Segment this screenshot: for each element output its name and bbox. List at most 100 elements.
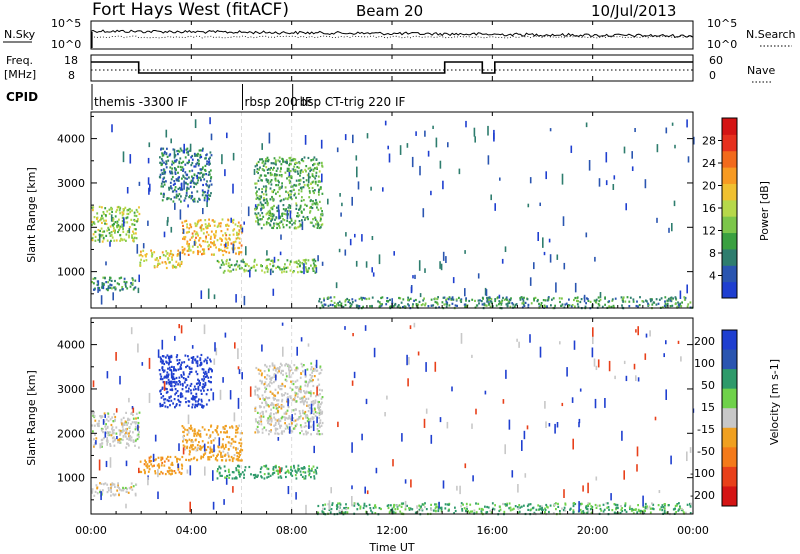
echo-cell — [109, 286, 112, 289]
echo-cell — [304, 422, 307, 425]
echo-cell — [294, 400, 297, 403]
echo-cell-sparse — [465, 120, 467, 128]
echo-cell — [475, 502, 477, 505]
echo-cell — [264, 386, 267, 389]
echo-cell — [263, 271, 266, 274]
echo-cell — [526, 504, 529, 508]
echo-cell — [272, 368, 275, 371]
echo-cell — [127, 491, 130, 494]
echo-cell — [663, 507, 666, 510]
echo-cell-sparse — [352, 134, 354, 144]
cpid-segment-label: themis -3300 IF — [94, 95, 188, 109]
echo-cell — [321, 421, 324, 425]
echo-cell — [195, 236, 197, 239]
echo-cell — [160, 464, 163, 467]
echo-cell — [544, 512, 546, 515]
echo-cell — [270, 403, 273, 406]
echo-cell — [248, 465, 251, 469]
echo-cell — [259, 471, 262, 474]
echo-cell — [193, 185, 195, 189]
colorbar-tick-label: 100 — [694, 357, 715, 370]
echo-cell — [143, 259, 145, 262]
echo-cell — [237, 246, 240, 250]
echo-cell — [239, 444, 242, 448]
echo-cell — [281, 185, 283, 188]
echo-cell — [184, 438, 187, 442]
echo-cell — [311, 174, 314, 177]
echo-cell — [173, 381, 176, 384]
echo-cell — [291, 399, 294, 402]
echo-cell — [168, 154, 171, 157]
echo-cell — [313, 202, 316, 205]
echo-cell — [271, 208, 274, 211]
echo-cell — [167, 363, 170, 366]
echo-cell-sparse — [316, 386, 318, 396]
echo-cell-sparse — [291, 414, 293, 422]
echo-cell — [178, 198, 181, 201]
echo-cell — [208, 224, 210, 227]
echo-cell — [385, 303, 388, 306]
echo-cell — [330, 299, 333, 303]
echo-cell — [298, 189, 300, 192]
echo-cell — [208, 185, 210, 188]
echo-cell — [294, 170, 297, 173]
echo-cell — [511, 508, 514, 511]
echo-cell — [651, 303, 654, 306]
echo-cell — [283, 267, 286, 270]
echo-cell — [196, 362, 199, 365]
echo-cell — [587, 502, 590, 505]
echo-cell — [280, 369, 283, 372]
echo-cell — [164, 473, 167, 476]
echo-cell — [171, 265, 174, 268]
echo-cell — [133, 211, 136, 214]
echo-cell — [561, 303, 564, 306]
echo-cell — [454, 506, 456, 509]
echo-cell — [268, 423, 271, 426]
echo-cell — [284, 209, 287, 212]
echo-cell-sparse — [149, 183, 151, 192]
velocity-colorbar-label: Velocity [m s-1] — [768, 359, 781, 445]
echo-cell-sparse — [268, 132, 271, 144]
echo-cell — [111, 482, 114, 485]
echo-cell — [111, 287, 113, 290]
echo-cell — [182, 438, 185, 441]
echo-cell — [289, 429, 292, 432]
echo-cell — [232, 457, 235, 460]
echo-cell-sparse — [459, 485, 461, 495]
echo-cell — [132, 431, 134, 434]
echo-cell — [474, 299, 476, 302]
echo-cell — [299, 174, 301, 177]
echo-cell-sparse — [649, 330, 651, 337]
echo-cell — [150, 455, 152, 458]
echo-cell-sparse — [523, 430, 526, 440]
echo-cell — [181, 221, 184, 224]
echo-cell — [290, 420, 293, 423]
echo-cell-sparse — [157, 349, 160, 358]
echo-cell-sparse — [594, 398, 597, 409]
echo-cell — [181, 395, 184, 398]
echo-cell — [626, 296, 629, 299]
echo-cell — [337, 302, 339, 305]
echo-cell — [298, 208, 300, 211]
echo-cell — [126, 423, 128, 427]
echo-cell-sparse — [518, 341, 520, 348]
echo-cell — [482, 297, 484, 300]
nsearch-tick-low: 10^0 — [707, 38, 737, 51]
echo-cell — [321, 412, 323, 415]
echo-cell — [305, 424, 307, 428]
echo-cell — [469, 503, 472, 506]
echo-cell — [112, 440, 115, 443]
echo-cell — [186, 240, 189, 243]
echo-cell — [189, 450, 191, 454]
echo-cell — [345, 503, 347, 506]
echo-cell — [196, 190, 199, 193]
echo-cell — [178, 162, 181, 165]
echo-cell — [221, 474, 223, 477]
echo-cell-sparse — [280, 234, 282, 240]
colorbar-swatch — [722, 216, 737, 234]
echo-cell — [524, 301, 527, 304]
echo-cell — [296, 166, 299, 169]
echo-cell — [235, 447, 237, 450]
echo-cell — [266, 204, 269, 207]
echo-cell — [422, 299, 425, 302]
